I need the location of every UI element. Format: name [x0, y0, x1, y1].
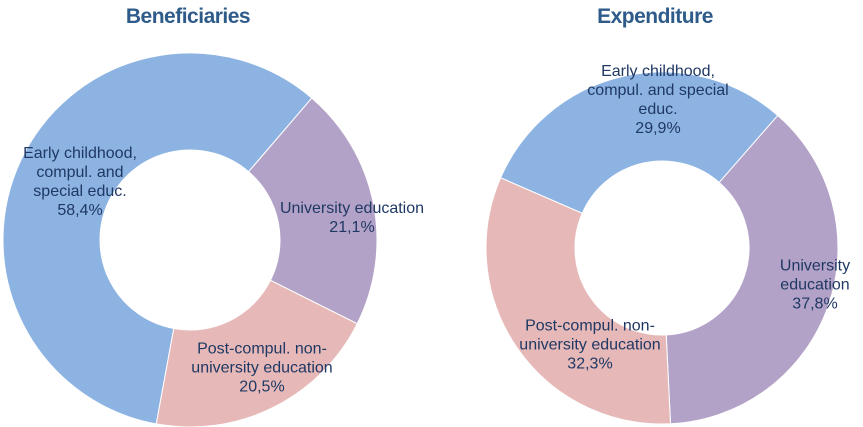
- value-label: 20,5%: [239, 378, 285, 396]
- slice-label: University education 37,8%: [780, 257, 850, 314]
- slice-label: University education 21,1%: [280, 199, 424, 237]
- donut-slice: [247, 97, 378, 325]
- category-label: University education: [279, 200, 425, 217]
- donut-slice: [485, 177, 672, 425]
- category-label: Early childhood, compul. and special edu…: [23, 145, 137, 200]
- donut-slice: [2, 52, 313, 425]
- value-label: 58,4%: [57, 202, 103, 219]
- category-label: Post-compul. non- university education: [191, 340, 333, 377]
- value-label: 21,1%: [329, 219, 375, 236]
- slice-label: Early childhood, compul. and special edu…: [587, 62, 728, 138]
- slice-label: Post-compul. non- university education 20…: [191, 340, 332, 397]
- category-label: Early childhood, compul. and special edu…: [587, 63, 729, 118]
- value-label: 37,8%: [792, 295, 838, 313]
- category-label: Post-compul. non- university education: [519, 317, 661, 354]
- donut-slice: [155, 279, 358, 427]
- donut-slice: [665, 114, 839, 425]
- chart-title: Expenditure: [597, 5, 713, 28]
- chart-title: Beneficiaries: [125, 5, 251, 28]
- category-label: University education: [779, 257, 851, 294]
- donut-slice: [499, 71, 779, 214]
- slice-label: Post-compul. non- university education 32…: [519, 317, 660, 374]
- slice-label: Early childhood, compul. and special edu…: [23, 144, 137, 220]
- value-label: 29,9%: [635, 120, 681, 137]
- value-label: 32,3%: [567, 355, 613, 373]
